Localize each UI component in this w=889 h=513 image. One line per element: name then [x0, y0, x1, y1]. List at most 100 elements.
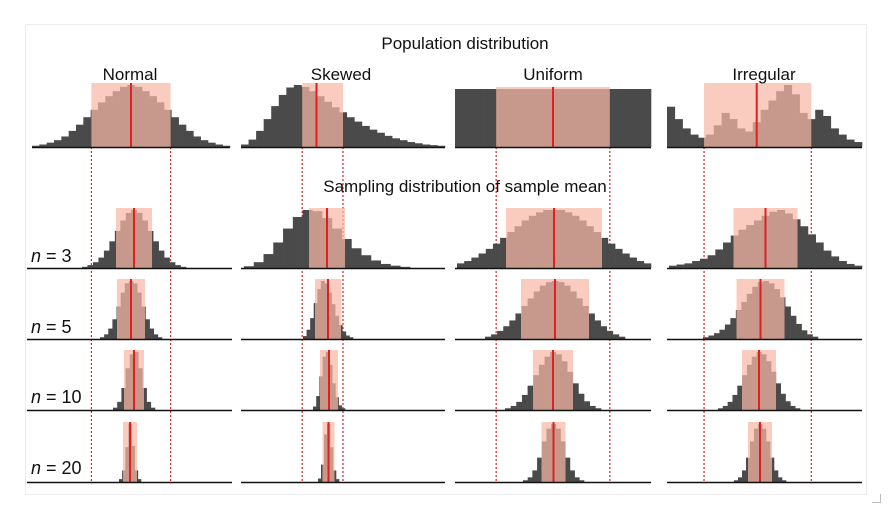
histogram-bar — [527, 385, 534, 410]
histogram-bar — [339, 112, 348, 147]
histogram-bar — [606, 330, 614, 339]
row-label-n20: n = 20 — [31, 458, 82, 478]
histogram-bar — [316, 396, 320, 410]
histogram-bar — [117, 401, 122, 410]
sample-size-symbol: n — [31, 387, 41, 407]
histogram-bar — [457, 263, 465, 268]
histogram-bar — [157, 337, 163, 339]
histogram-bar — [149, 328, 155, 339]
histogram-bar — [727, 401, 733, 410]
histogram-bar — [722, 405, 728, 410]
histogram-bar — [158, 250, 165, 268]
histogram-bar — [478, 253, 487, 268]
sampling-histogram-n20-normal — [119, 422, 142, 482]
histogram-bar — [815, 109, 824, 147]
histogram-bar — [278, 94, 287, 147]
sampling-histogram-n10-uniform — [505, 350, 602, 410]
sampling-histogram-n20-uniform — [523, 422, 585, 482]
histogram-bar — [485, 336, 492, 339]
histogram-bar — [621, 89, 630, 147]
histogram-bar — [193, 136, 201, 147]
histogram-bar — [854, 265, 863, 268]
sampling-histogram-n5-normal — [100, 279, 163, 339]
histogram-bar — [407, 142, 416, 147]
sample-size-value: 10 — [62, 387, 82, 407]
histogram-bar — [734, 480, 739, 482]
histogram-bar — [815, 242, 824, 268]
histogram-bar — [437, 145, 446, 147]
histogram-bar — [113, 407, 118, 410]
histogram-bar — [336, 479, 340, 482]
histogram-bar — [273, 242, 284, 268]
histogram-bar — [846, 139, 855, 147]
histogram-bar — [509, 320, 516, 339]
histogram-bar — [812, 336, 819, 339]
sampling-histogram-n10-normal — [113, 350, 156, 410]
population-histogram-normal — [32, 83, 231, 149]
histogram-bar — [676, 264, 685, 268]
histogram-bar — [516, 401, 523, 410]
histogram-bar — [92, 262, 99, 268]
histogram-bar — [313, 406, 317, 410]
histogram-bar — [491, 334, 498, 339]
histogram-bar — [669, 265, 678, 268]
histogram-bar — [422, 144, 431, 147]
histogram-bar — [292, 216, 303, 268]
histogram-bar — [492, 243, 501, 268]
histogram-bar — [82, 266, 88, 268]
histogram-bar — [54, 140, 62, 147]
histogram-bar — [854, 142, 863, 147]
histogram-bar — [164, 257, 170, 268]
histogram-bar — [703, 337, 709, 339]
histogram-bar — [175, 265, 181, 268]
histogram-bar — [303, 336, 307, 339]
histogram-bar — [595, 408, 602, 410]
sampling-histogram-n5-skewed — [303, 279, 354, 339]
histogram-bar — [713, 333, 720, 339]
histogram-bar — [718, 408, 724, 410]
svg-text:n = 10: n = 10 — [31, 387, 82, 407]
histogram-bar — [333, 470, 337, 482]
histogram-bar — [778, 477, 783, 482]
histogram-bar — [39, 144, 47, 147]
histogram-bar — [800, 226, 809, 268]
histogram-bar — [690, 134, 699, 147]
histogram-bar — [469, 89, 478, 147]
histogram-bar — [380, 263, 391, 268]
histogram-bar — [515, 313, 522, 339]
histogram-bar — [497, 330, 504, 339]
histogram-bar — [807, 119, 816, 147]
histogram-bar — [100, 337, 105, 339]
histogram-bar — [643, 263, 652, 268]
histogram-bar — [527, 477, 533, 482]
histogram-bar — [629, 89, 637, 147]
histogram-bar — [103, 250, 110, 268]
histogram-bar — [774, 470, 779, 482]
histogram-bar — [607, 243, 616, 268]
histogram-bar — [612, 334, 620, 339]
histogram-bar — [169, 262, 176, 268]
histogram-bar — [629, 257, 637, 268]
histogram-bar — [377, 132, 385, 147]
histogram-bar — [831, 256, 840, 268]
histogram-bar — [342, 331, 347, 339]
histogram-bar — [790, 315, 797, 339]
histogram-bar — [349, 337, 354, 339]
histogram-bar — [399, 140, 408, 147]
sample-size-value: 20 — [62, 458, 82, 478]
sampling-histogram-n3-irregular — [669, 208, 863, 268]
histogram-bar — [782, 480, 787, 482]
column-label-uniform: Uniform — [523, 65, 583, 84]
histogram-bar — [724, 324, 731, 339]
histogram-bar — [838, 261, 847, 268]
histogram-bar — [537, 457, 543, 482]
sampling-title: Sampling distribution of sample mean — [323, 177, 606, 196]
histogram-bar — [455, 89, 463, 147]
histogram-bar — [180, 266, 187, 268]
histogram-bar — [521, 394, 528, 410]
sampling-histogram-n3-normal — [82, 208, 187, 268]
histogram-bar — [346, 117, 355, 147]
histogram-bar — [643, 89, 652, 147]
histogram-bar — [615, 248, 623, 268]
histogram-bar — [61, 136, 69, 147]
